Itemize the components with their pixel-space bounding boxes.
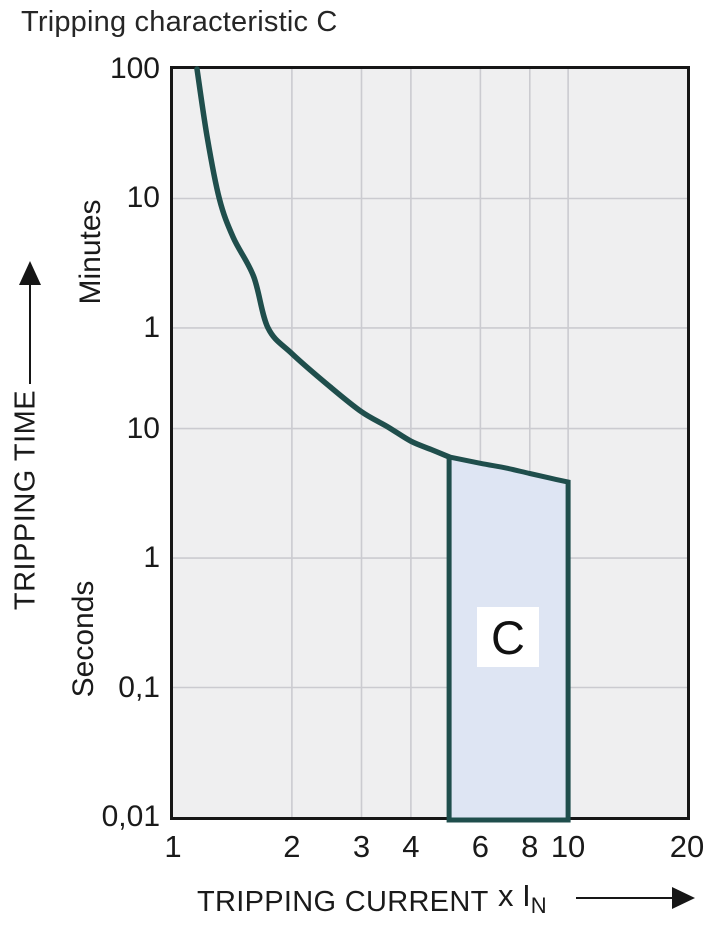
y-tick-label: 0,1 [118, 670, 160, 704]
chart-title: Tripping characteristic C [21, 6, 338, 38]
y-tick-label: 10 [126, 411, 160, 445]
x-unit-prefix: x I [498, 878, 531, 913]
plot-area [170, 66, 690, 823]
x-tick-label: 2 [283, 829, 301, 864]
x-tick-label: 3 [352, 829, 371, 864]
x-tick-label: 10 [550, 829, 586, 864]
x-tick-label: 4 [402, 829, 420, 864]
y-tick-label: 1 [143, 541, 160, 575]
x-tick-label: 6 [471, 829, 490, 864]
y-tick-label: 1 [143, 310, 160, 344]
region-label-box: C [477, 607, 539, 667]
up-arrow-icon [19, 261, 41, 384]
x-axis-title: TRIPPING CURRENT [197, 886, 489, 918]
y-tick-label: 0,01 [101, 800, 160, 833]
y-tick-label: 10 [126, 181, 160, 215]
x-unit-sub: N [530, 893, 547, 919]
tripping-curve [194, 66, 452, 460]
chart-canvas [173, 66, 687, 823]
region-label: C [491, 610, 525, 664]
x-axis-unit: x IN [498, 878, 547, 919]
right-arrow-icon [576, 887, 695, 909]
x-tick-label: 1 [164, 829, 182, 864]
x-tick-label: 20 [669, 829, 705, 864]
x-tick-label: 8 [521, 829, 539, 864]
y-tick-label: 100 [109, 52, 160, 85]
